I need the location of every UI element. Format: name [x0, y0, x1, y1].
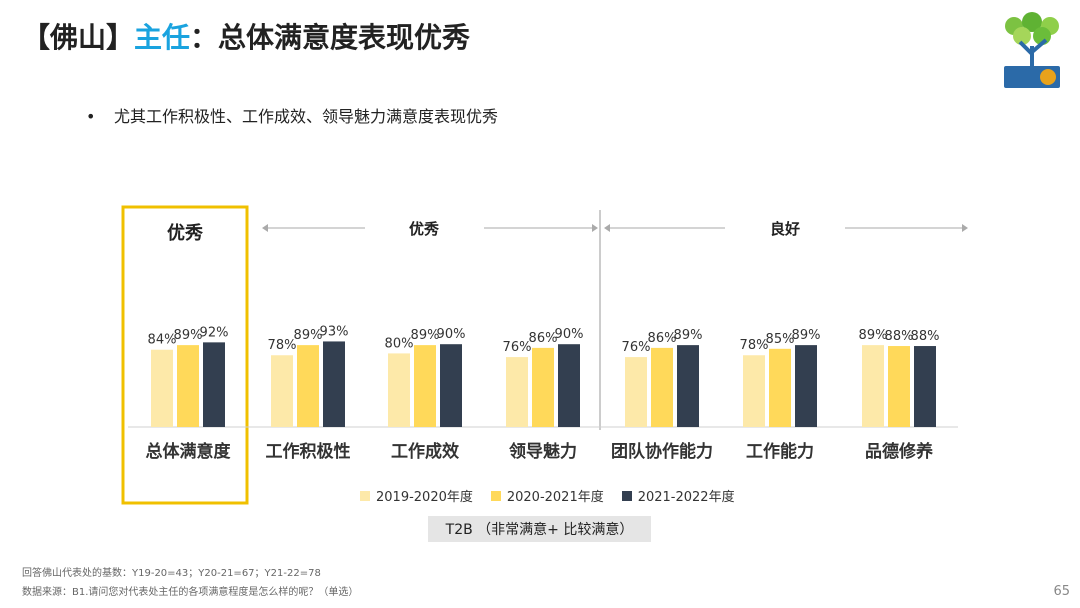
- bar-value-label: 89%: [674, 328, 703, 343]
- legend-item: 2019-2020年度: [360, 486, 473, 505]
- bar: [651, 347, 673, 427]
- group2-arrow-right-head: [962, 224, 968, 232]
- bars-layer: 84%89%92%总体满意度78%89%93%工作积极性80%89%90%工作成…: [146, 324, 940, 462]
- category-label: 工作成效: [391, 441, 459, 462]
- bar: [914, 346, 936, 427]
- bar-value-label: 76%: [622, 340, 651, 355]
- group1-arrow-left-head: [262, 224, 268, 232]
- highlight-box: [121, 205, 249, 505]
- bar-value-label: 85%: [766, 332, 795, 347]
- bar: [177, 345, 199, 427]
- bar: [743, 355, 765, 427]
- footnote-base: 回答佛山代表处的基数：Y19-20=43；Y20-21=67；Y21-22=78: [22, 568, 321, 579]
- bar-value-label: 89%: [294, 328, 323, 343]
- page-title: 【佛山】主任：总体满意度表现优秀: [22, 16, 470, 56]
- bar: [151, 349, 173, 427]
- bar: [532, 347, 554, 427]
- legend-item: 2020-2021年度: [490, 486, 604, 505]
- bullet-point: • 尤其工作积极性、工作成效、领导魅力满意度表现优秀: [86, 103, 498, 127]
- bar: [323, 341, 345, 427]
- legend-swatch: [621, 490, 632, 501]
- legend-swatch: [360, 490, 370, 501]
- bar-value-label: 86%: [648, 331, 677, 346]
- category-label: 工作能力: [746, 441, 814, 462]
- group2-label: 良好: [770, 220, 800, 238]
- bar: [506, 357, 528, 427]
- title-prefix: 【佛山】: [22, 21, 135, 54]
- bar-value-label: 89%: [174, 328, 203, 343]
- legend-swatch: [490, 490, 501, 501]
- group1-arrow-right-head: [592, 224, 598, 232]
- bar: [677, 345, 699, 427]
- category-label: 工作积极性: [266, 441, 351, 462]
- category-label: 总体满意度: [146, 441, 232, 462]
- title-accent: 主任: [134, 21, 191, 54]
- bar-value-label: 84%: [148, 333, 177, 348]
- footnote-source: 数据来源：B1.请问您对代表处主任的各项满意程度是怎么样的呢？（单选）: [22, 587, 359, 598]
- legend-label: 2021-2022年度: [637, 490, 735, 505]
- group2-arrow-left-head: [604, 224, 610, 232]
- bar: [297, 345, 319, 427]
- bar-value-label: 89%: [411, 328, 440, 343]
- t2b-label: T2B （非常满意+ 比较满意）: [428, 516, 651, 542]
- bar: [271, 355, 293, 427]
- bar-value-label: 88%: [885, 329, 914, 344]
- bar: [862, 345, 884, 427]
- category-label: 品德修养: [865, 441, 934, 462]
- highlight-label: 优秀: [167, 222, 203, 244]
- bar-value-label: 90%: [437, 327, 466, 342]
- legend-label: 2020-2021年度: [506, 490, 604, 505]
- bar: [625, 357, 647, 427]
- bar: [888, 346, 910, 427]
- bar-value-label: 78%: [268, 338, 297, 353]
- legend-item: 2021-2022年度: [621, 486, 735, 505]
- legend: 2019-2020年度 2020-2021年度 2021-2022年度: [360, 486, 735, 505]
- title-suffix: ：总体满意度表现优秀: [190, 21, 471, 54]
- tree-logo-icon: [1004, 12, 1060, 88]
- bar-value-label: 89%: [859, 328, 888, 343]
- bar: [203, 342, 225, 427]
- bullet-text: 尤其工作积极性、工作成效、领导魅力满意度表现优秀: [114, 107, 499, 126]
- bar-value-label: 93%: [320, 324, 349, 339]
- category-label: 领导魅力: [509, 441, 577, 462]
- bar: [440, 344, 462, 427]
- group1-label: 优秀: [409, 220, 440, 238]
- bar: [388, 353, 410, 427]
- bullet-symbol: •: [86, 107, 96, 126]
- bar-value-label: 92%: [200, 325, 229, 340]
- bar: [414, 345, 436, 427]
- bar-value-label: 76%: [503, 340, 532, 355]
- bar: [558, 344, 580, 427]
- legend-label: 2019-2020年度: [376, 490, 473, 505]
- page-number: 65: [1053, 584, 1070, 599]
- category-label: 团队协作能力: [611, 441, 713, 462]
- bar-value-label: 78%: [740, 338, 769, 353]
- bar-value-label: 86%: [529, 331, 558, 346]
- bar: [795, 345, 817, 427]
- bar-value-label: 88%: [911, 329, 940, 344]
- bar-value-label: 89%: [792, 328, 821, 343]
- bar-value-label: 90%: [555, 327, 584, 342]
- bar: [769, 348, 791, 427]
- bar-value-label: 80%: [385, 336, 414, 351]
